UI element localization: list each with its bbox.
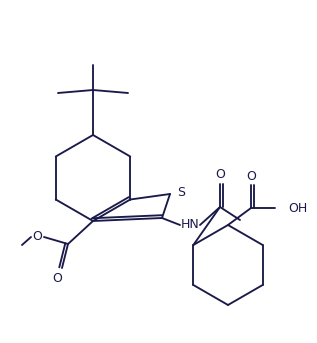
Text: O: O	[246, 169, 256, 182]
Text: O: O	[215, 168, 225, 181]
Text: OH: OH	[288, 201, 307, 214]
Text: S: S	[177, 187, 185, 200]
Text: O: O	[32, 230, 42, 244]
Text: HN: HN	[181, 218, 199, 232]
Text: O: O	[52, 272, 62, 284]
